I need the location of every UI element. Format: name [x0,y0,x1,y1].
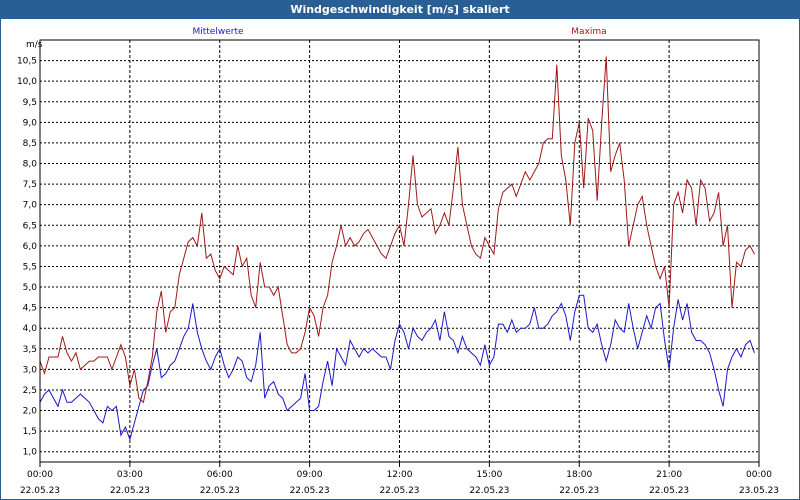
y-tick-labels: 1,0 1,5 2,0 2,5 3,0 3,5 4,0 4,5 5,0 5,5 6,0 6,5 7,0 7… [17,57,37,458]
x-tick-date: 22.05.23 [110,486,150,496]
y-tick-label: 10,0 [17,77,37,87]
y-axis-unit-label: m/s [26,40,43,50]
series-line-mittelwerte [39,294,755,442]
x-tick-time: 21:00 [656,470,682,480]
x-tick-date: 22.05.23 [469,486,509,496]
plot-frame [39,39,760,463]
x-tick-date: 22.05.23 [200,486,240,496]
y-tick-label: 2,0 [23,407,38,417]
x-tick-time: 00:00 [27,470,53,480]
grid-lines [39,40,760,467]
x-tick-date: 22.05.23 [379,486,419,496]
x-tick-date: 22.05.23 [649,486,689,496]
y-tick-label: 9,0 [23,118,38,128]
series-line-maxima [39,56,755,404]
y-tick-label: 1,5 [23,427,37,437]
x-tick-time: 18:00 [566,470,592,480]
x-tick-time: 03:00 [117,470,143,480]
y-tick-label: 9,5 [23,98,37,108]
x-tick-date: 22.05.23 [290,486,330,496]
y-tick-label: 3,0 [23,365,38,375]
x-tick-time: 12:00 [387,470,413,480]
y-tick-label: 4,5 [23,304,37,314]
legend-mittelwerte: Mittelwerte [192,27,243,37]
x-tick-date: 22.05.23 [559,486,599,496]
x-tick-time: 00:00 [746,470,772,480]
y-tick-label: 3,5 [23,345,37,355]
x-tick-time: 09:00 [297,470,323,480]
y-tick-label: 5,0 [23,283,38,293]
y-tick-label: 8,0 [23,160,38,170]
x-tick-labels: 00:00 22.05.23 03:00 22.05.23 06:00 22.05.23 0… [20,470,779,496]
y-tick-label: 5,5 [23,262,37,272]
y-tick-label: 7,5 [23,180,37,190]
y-tick-label: 8,5 [23,139,37,149]
y-tick-label: 7,0 [23,201,38,211]
x-tick-time: 06:00 [207,470,233,480]
y-tick-label: 6,0 [23,242,38,252]
legend-maxima: Maxima [571,27,606,37]
y-tick-label: 10,5 [17,57,37,67]
x-tick-date: 22.05.23 [20,486,60,496]
series-lines [39,56,755,442]
x-tick-time: 15:00 [476,470,502,480]
y-tick-label: 6,5 [23,221,37,231]
window-title: Windgeschwindigkeit [m/s] skaliert [0,0,800,19]
y-tick-label: 1,0 [23,448,38,458]
y-tick-label: 2,5 [23,386,37,396]
y-tick-label: 4,0 [23,324,38,334]
x-tick-date: 23.05.23 [739,486,779,496]
